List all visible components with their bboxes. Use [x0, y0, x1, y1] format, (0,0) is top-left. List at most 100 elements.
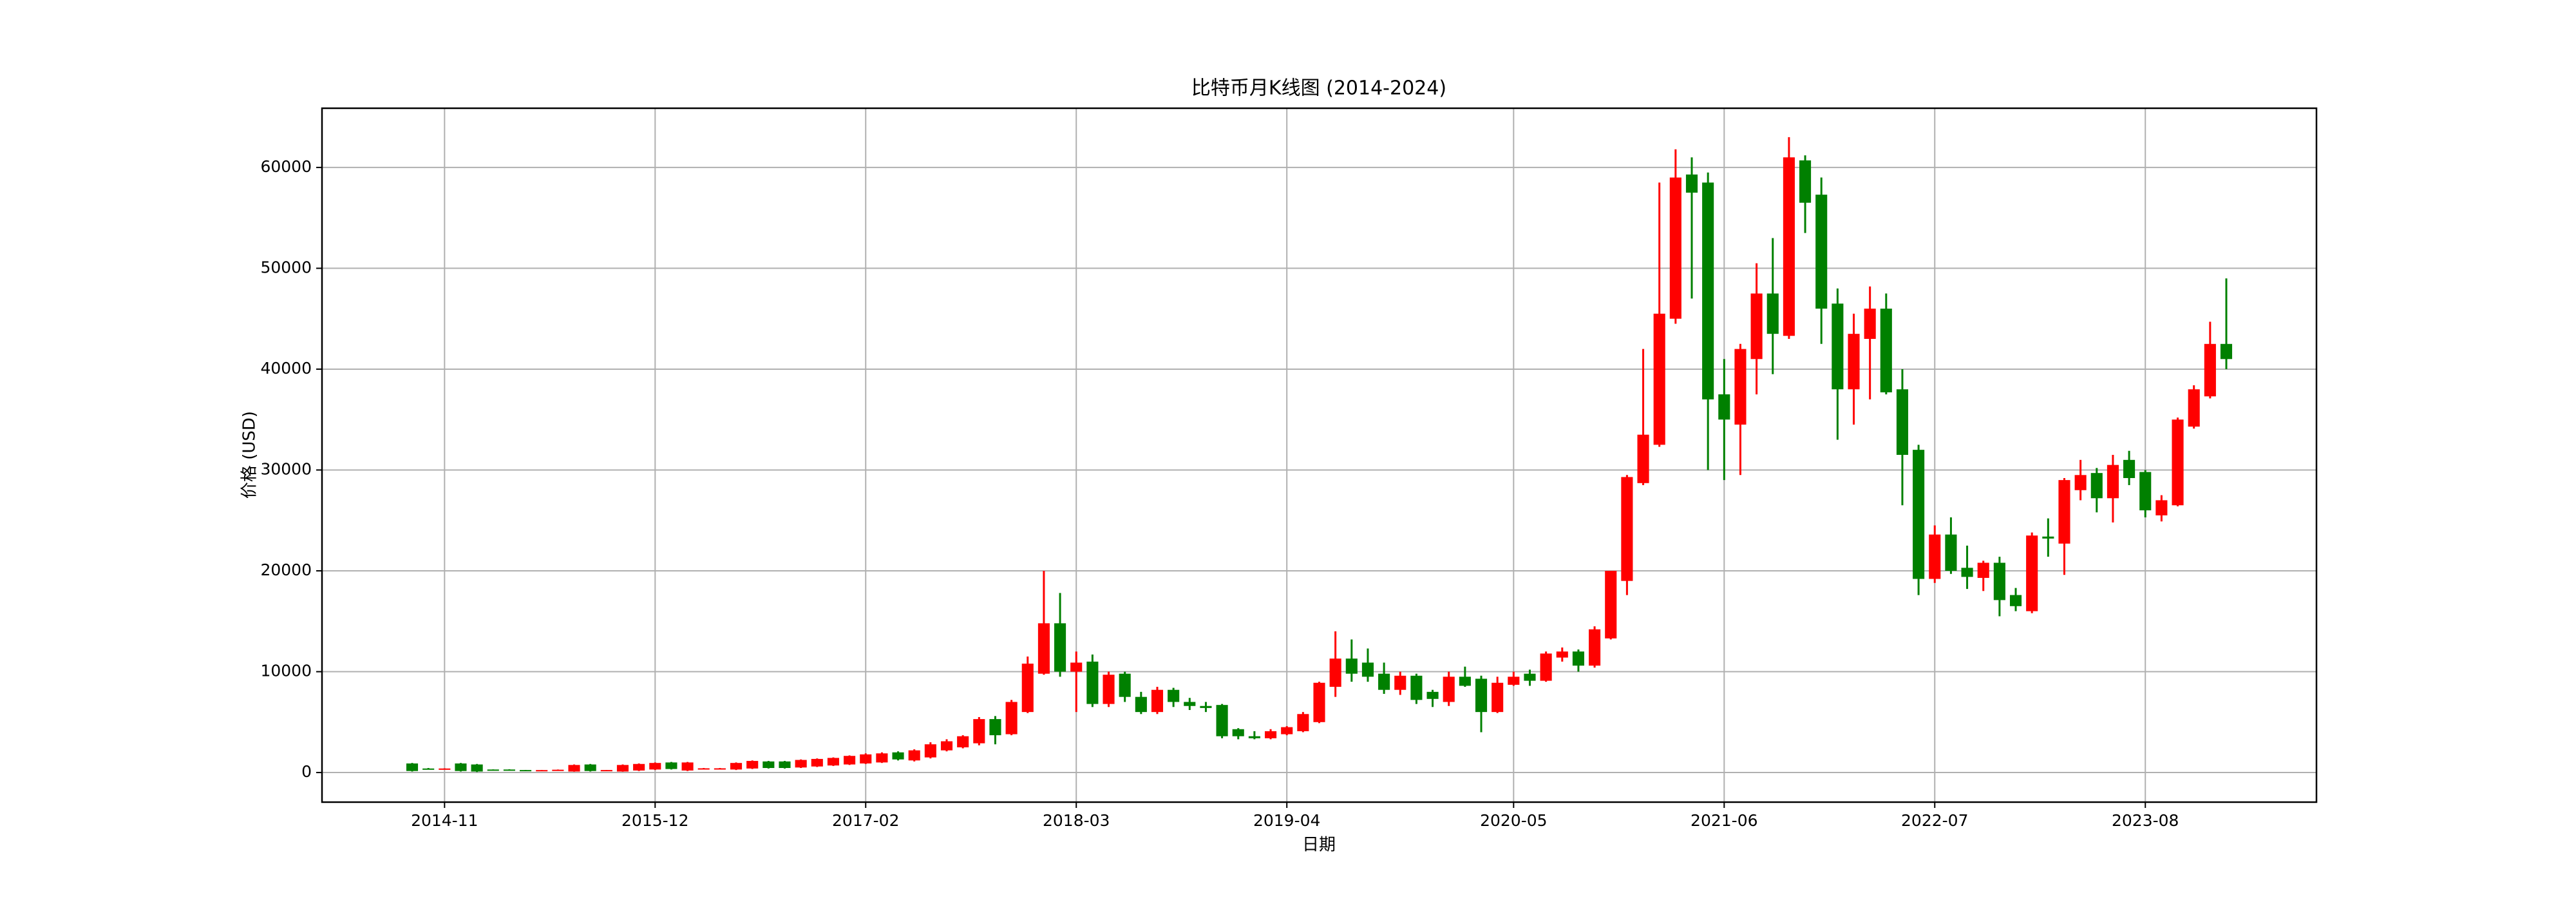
candle-body: [2107, 465, 2119, 499]
candle-body: [1961, 568, 1973, 577]
candle-body: [1264, 731, 1277, 738]
candle-body: [600, 770, 612, 772]
candle-body: [1993, 562, 2005, 600]
candle-body: [552, 769, 564, 771]
candle-body: [584, 764, 596, 771]
x-tick-label: 2023-08: [2112, 811, 2179, 830]
candle-body: [1248, 736, 1260, 738]
candle-body: [1653, 313, 1665, 445]
candle-body: [1864, 309, 1876, 339]
candle-body: [2139, 472, 2152, 511]
x-tick-label: 2020-05: [1480, 811, 1547, 830]
candle-body: [1540, 653, 1552, 681]
candle-body: [1378, 673, 1390, 690]
candle-body: [892, 752, 904, 760]
candle-body: [2058, 480, 2070, 544]
candle-body: [1556, 651, 1568, 658]
x-tick-label: 2015-12: [621, 811, 688, 830]
candle-body: [1669, 177, 1681, 319]
chart-title: 比特币月K线图 (2014-2024): [1191, 77, 1446, 100]
candle-body: [2042, 536, 2054, 539]
candle-body: [989, 719, 1001, 736]
x-tick-label: 2018-03: [1043, 811, 1110, 830]
candle-body: [1734, 349, 1747, 425]
y-tick-label: 60000: [260, 157, 312, 176]
candle-body: [2188, 389, 2200, 427]
candle-body: [1799, 160, 1812, 203]
candle-body: [1037, 623, 1050, 674]
candle-body: [1880, 309, 1892, 392]
candle-body: [1685, 174, 1698, 193]
y-axis-label: 价格 (USD): [240, 411, 260, 499]
candle-body: [1151, 689, 1164, 713]
candle-body: [1200, 705, 1212, 708]
candle-body: [1589, 629, 1601, 666]
candle-body: [633, 763, 645, 771]
y-tick-label: 0: [301, 762, 312, 781]
candle-body: [1184, 702, 1196, 706]
candle-body: [1524, 673, 1536, 681]
candle-body: [568, 765, 580, 772]
candle-body: [1832, 303, 1844, 390]
candle-body: [1410, 675, 1423, 700]
candle-body: [844, 756, 856, 765]
candle-body: [1637, 434, 1649, 483]
candle-body: [1086, 661, 1099, 704]
candle-body: [1054, 623, 1066, 672]
candle-body: [1005, 702, 1018, 734]
candle-body: [746, 761, 759, 769]
candle-body: [422, 768, 435, 770]
candle-body: [649, 763, 661, 770]
candle-body: [1621, 477, 1633, 581]
candle-body: [1297, 714, 1309, 731]
candle-body: [1945, 534, 1957, 571]
candle-body: [503, 769, 515, 771]
candle-body: [1021, 664, 1034, 713]
candle-body: [1216, 705, 1228, 736]
candle-body: [1345, 658, 1358, 674]
candle-body: [1605, 571, 1617, 638]
x-axis-label: 日期: [1302, 836, 1336, 855]
candle-body: [730, 763, 743, 770]
candle-body: [1168, 689, 1180, 702]
candle-body: [1426, 691, 1439, 699]
candle-body: [1572, 651, 1584, 666]
y-tick-label: 10000: [260, 662, 312, 680]
candle-body: [1459, 676, 1471, 686]
candle-body: [1070, 662, 1083, 672]
candle-body: [536, 770, 548, 772]
candle-body: [1103, 675, 1115, 704]
candle-body: [2009, 595, 2022, 606]
candle-body: [487, 769, 499, 771]
candle-body: [1815, 195, 1828, 309]
candle-body: [1702, 182, 1714, 399]
candle-body: [1896, 389, 1909, 455]
candle-body: [616, 765, 629, 772]
candle-body: [1394, 675, 1406, 690]
plot-frame: [321, 107, 2318, 803]
candle-body: [762, 761, 775, 769]
candle-body: [2155, 500, 2168, 515]
x-tick-label: 2017-02: [832, 811, 899, 830]
candle-body: [2090, 473, 2103, 499]
candle-body: [1119, 673, 1131, 697]
candle-body: [1913, 450, 1925, 579]
candle-body: [1443, 676, 1455, 702]
candle-body: [860, 754, 872, 763]
candle-body: [1750, 293, 1763, 360]
candle-body: [681, 762, 694, 771]
x-tick-label: 2019-04: [1253, 811, 1320, 830]
candle-body: [697, 768, 710, 770]
candle-body: [1848, 334, 1860, 390]
y-tick-label: 30000: [260, 459, 312, 478]
y-tick-label: 20000: [260, 561, 312, 579]
candle-body: [665, 762, 677, 769]
candle-body: [779, 761, 791, 769]
candle-body: [2220, 343, 2233, 360]
candle-body: [924, 744, 936, 758]
candle-body: [2123, 459, 2136, 478]
candle-body: [520, 770, 532, 772]
candle-body: [714, 768, 726, 770]
candle-body: [876, 753, 888, 763]
